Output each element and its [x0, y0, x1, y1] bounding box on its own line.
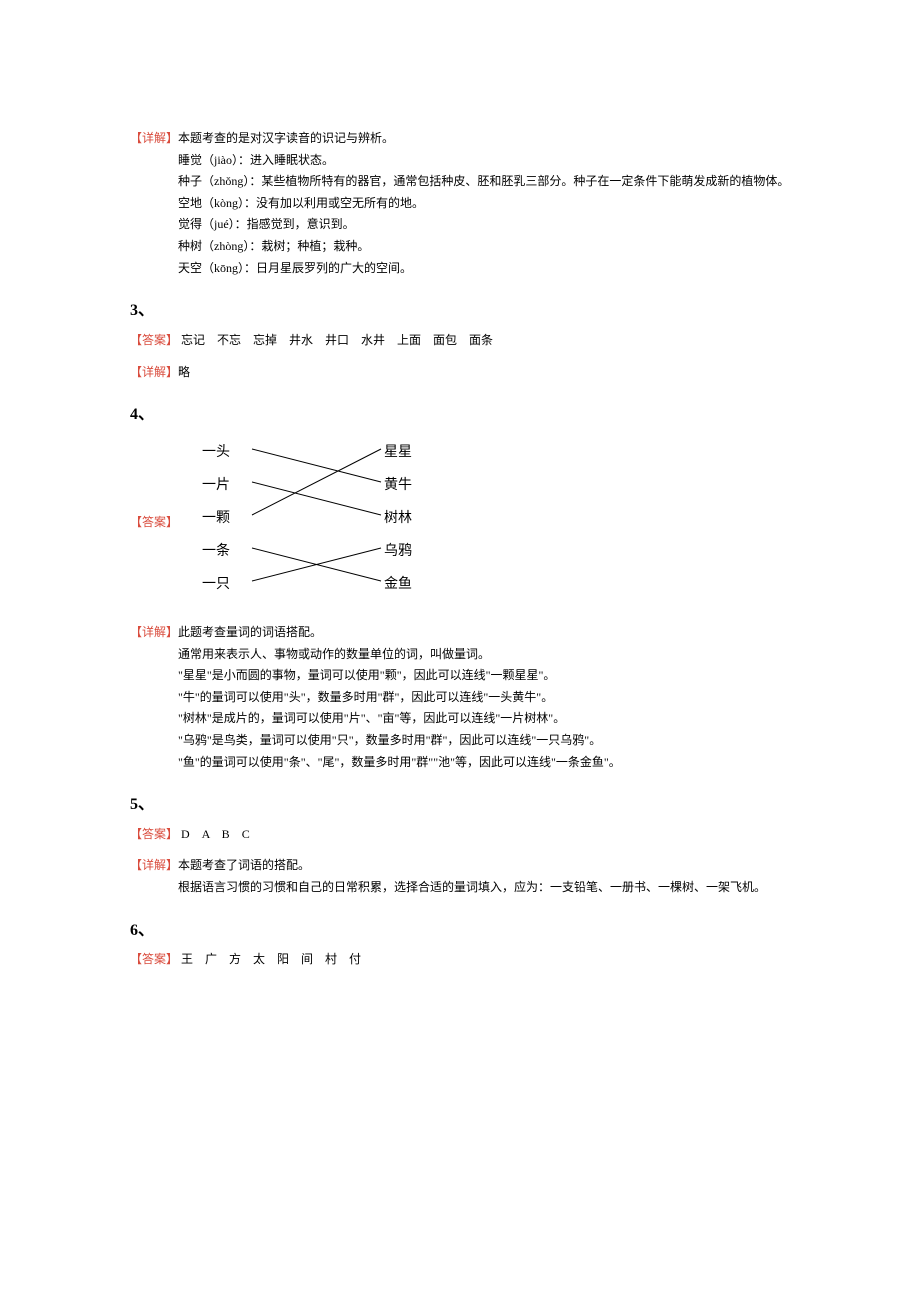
q3-detail-block: 【详解】略 — [130, 362, 790, 384]
q2-detail-head: 本题考查的是对汉字读音的识记与辨析。 — [178, 131, 394, 145]
q5-detail-line-0: 根据语言习惯的习惯和自己的日常积累，选择合适的量词填入，应为：一支铅笔、一册书、… — [178, 877, 790, 899]
left-word-2: 一颗 — [202, 506, 230, 531]
q4-detail-line-4: "乌鸦"是鸟类，量词可以使用"只"，数量多时用"群"，因此可以连线"一只乌鸦"。 — [178, 730, 790, 752]
detail-label: 【详解】 — [130, 365, 178, 379]
detail-label: 【详解】 — [130, 625, 178, 639]
q4-detail-line-3: "树林"是成片的，量词可以使用"片"、"亩"等，因此可以连线"一片树林"。 — [178, 708, 790, 730]
left-word-3: 一条 — [202, 539, 230, 564]
q4-detail-block: 【详解】此题考查量词的词语搭配。 通常用来表示人、事物或动作的数量单位的词，叫做… — [130, 622, 790, 773]
q4-number: 4、 — [130, 401, 790, 430]
left-word-4: 一只 — [202, 572, 230, 597]
q2-line-3: 觉得（jué）：指感觉到，意识到。 — [178, 214, 790, 236]
right-word-3: 乌鸦 — [384, 539, 412, 564]
q6-number: 6、 — [130, 917, 790, 946]
match-line-1 — [252, 482, 381, 515]
match-line-0 — [252, 449, 381, 482]
q4-detail-head: 此题考查量词的词语搭配。 — [178, 625, 322, 639]
detail-label: 【详解】 — [130, 858, 178, 872]
q6-answer-line: 【答案】 王 广 方 太 阳 间 村 付 — [130, 949, 790, 971]
q2-line-5: 天空（kōng）：日月星辰罗列的广大的空间。 — [178, 258, 790, 280]
q2-line-4: 种树（zhòng）：栽树；种植；栽种。 — [178, 236, 790, 258]
left-word-0: 一头 — [202, 440, 230, 465]
q4-detail-line-0: 通常用来表示人、事物或动作的数量单位的词，叫做量词。 — [178, 644, 790, 666]
matching-diagram: 一头 一片 一颗 一条 一只 星星 黄牛 树林 乌鸦 金鱼 — [184, 438, 444, 608]
q3-answer-text: 忘记 不忘 忘掉 井水 井口 水井 上面 面包 面条 — [181, 333, 493, 347]
match-line-2 — [252, 449, 381, 515]
answer-label: 【答案】 — [130, 827, 178, 841]
right-word-2: 树林 — [384, 506, 412, 531]
right-word-4: 金鱼 — [384, 572, 412, 597]
left-word-1: 一片 — [202, 473, 230, 498]
q6-answer-text: 王 广 方 太 阳 间 村 付 — [181, 952, 361, 966]
q4-answer-row: 【答案】 一头 一片 一颗 一条 一只 星星 黄牛 树林 乌鸦 金鱼 — [130, 438, 790, 608]
answer-label: 【答案】 — [130, 333, 178, 347]
q3-detail-text: 略 — [178, 365, 190, 379]
q4-detail-line-5: "鱼"的量词可以使用"条"、"尾"，数量多时用"群""池"等，因此可以连线"一条… — [178, 752, 790, 774]
right-word-0: 星星 — [384, 440, 412, 465]
q3-number: 3、 — [130, 297, 790, 326]
q4-detail-line-1: "星星"是小而圆的事物，量词可以使用"颗"，因此可以连线"一颗星星"。 — [178, 665, 790, 687]
answer-label: 【答案】 — [130, 512, 178, 534]
q5-detail-block: 【详解】本题考查了词语的搭配。 根据语言习惯的习惯和自己的日常积累，选择合适的量… — [130, 855, 790, 898]
q3-answer-line: 【答案】 忘记 不忘 忘掉 井水 井口 水井 上面 面包 面条 — [130, 330, 790, 352]
q5-number: 5、 — [130, 791, 790, 820]
right-word-1: 黄牛 — [384, 473, 412, 498]
q2-line-2: 空地（kòng）：没有加以利用或空无所有的地。 — [178, 193, 790, 215]
q5-answer-text: D A B C — [181, 827, 250, 841]
q5-detail-head: 本题考查了词语的搭配。 — [178, 858, 310, 872]
detail-label: 【详解】 — [130, 131, 178, 145]
q2-detail-block: 【详解】本题考查的是对汉字读音的识记与辨析。 睡觉（jiào）：进入睡眠状态。 … — [130, 128, 790, 279]
q4-detail-line-2: "牛"的量词可以使用"头"，数量多时用"群"，因此可以连线"一头黄牛"。 — [178, 687, 790, 709]
q2-line-1: 种子（zhǒng）：某些植物所特有的器官，通常包括种皮、胚和胚乳三部分。种子在一… — [178, 171, 790, 193]
answer-label: 【答案】 — [130, 952, 178, 966]
q2-line-0: 睡觉（jiào）：进入睡眠状态。 — [178, 150, 790, 172]
q5-answer-line: 【答案】 D A B C — [130, 824, 790, 846]
